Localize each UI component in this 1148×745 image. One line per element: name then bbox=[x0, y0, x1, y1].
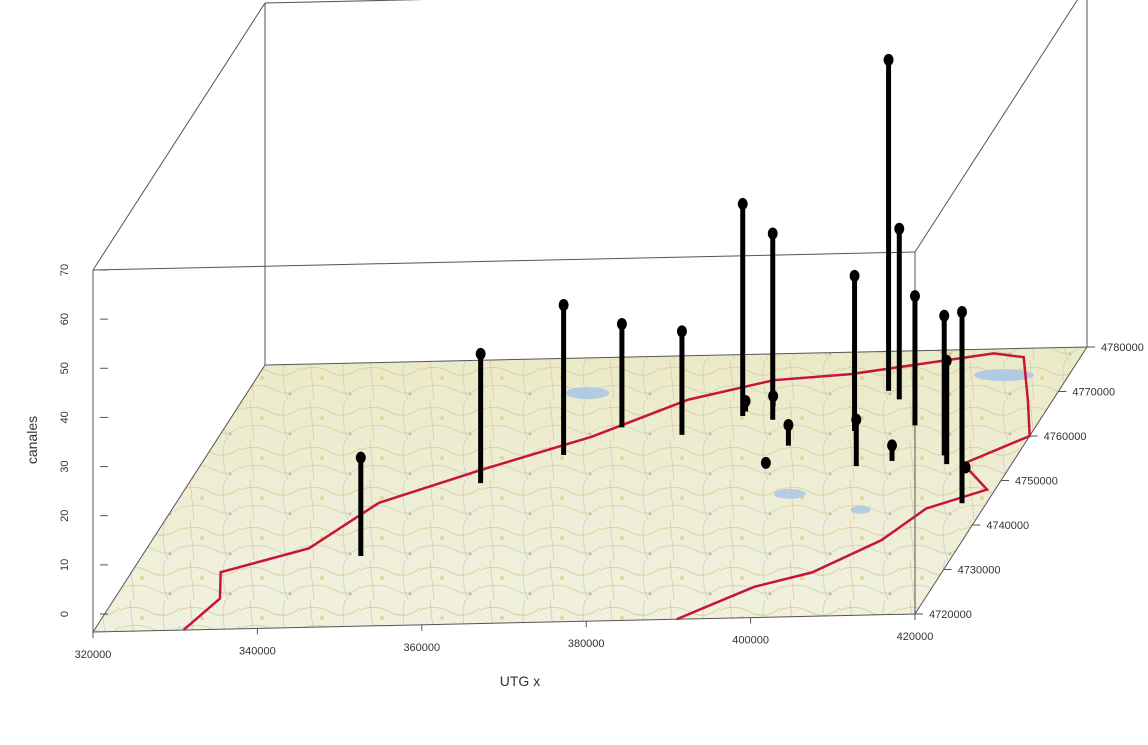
data-point bbox=[939, 309, 950, 322]
z-tick-label: 50 bbox=[59, 362, 71, 374]
map-boundary-line bbox=[182, 352, 1031, 631]
z-tick-label: 0 bbox=[59, 611, 71, 617]
y-tick-label: 4780000 bbox=[1101, 342, 1144, 354]
z-tick-label: 70 bbox=[59, 264, 71, 276]
y-tick-label: 4740000 bbox=[986, 520, 1029, 532]
y-tick-label: 4760000 bbox=[1044, 431, 1087, 443]
map-lake bbox=[565, 387, 610, 400]
box-edge bbox=[264, 346, 1088, 366]
data-point bbox=[909, 290, 920, 303]
box-edge bbox=[92, 613, 916, 633]
x-tick-label: 400000 bbox=[732, 635, 769, 647]
data-stems bbox=[355, 53, 971, 556]
data-point bbox=[851, 413, 862, 426]
data-point bbox=[783, 418, 794, 431]
data-point bbox=[883, 53, 894, 66]
box-edge bbox=[92, 364, 266, 633]
data-point bbox=[475, 347, 486, 360]
box-edge bbox=[92, 251, 916, 271]
axis-ticks: 320000 340000 360000 380000 400000 420000 4720… bbox=[59, 264, 1144, 661]
data-point bbox=[355, 451, 366, 464]
box-edge bbox=[92, 2, 266, 271]
data-point bbox=[849, 269, 860, 282]
z-tick-label: 20 bbox=[59, 510, 71, 522]
z-axis-title: canales bbox=[24, 416, 40, 464]
y-tick-label: 4750000 bbox=[1015, 476, 1058, 488]
x-axis-title: UTG x bbox=[500, 673, 540, 689]
box-edge bbox=[264, 0, 425, 4]
data-point bbox=[760, 456, 771, 469]
y-tick-label: 4770000 bbox=[1072, 387, 1115, 399]
x-tick-label: 340000 bbox=[239, 645, 276, 657]
z-tick-label: 10 bbox=[59, 559, 71, 571]
base-map bbox=[93, 347, 1087, 632]
x-tick-label: 360000 bbox=[403, 642, 440, 654]
box-edge bbox=[914, 0, 1078, 253]
data-point bbox=[894, 222, 905, 235]
y-tick-label: 4720000 bbox=[929, 609, 972, 621]
z-tick-label: 40 bbox=[59, 411, 71, 423]
data-point bbox=[616, 317, 627, 330]
data-point bbox=[941, 354, 952, 367]
data-point bbox=[558, 299, 569, 312]
z-tick-label: 60 bbox=[59, 313, 71, 325]
x-tick-label: 380000 bbox=[568, 638, 605, 650]
data-point bbox=[887, 439, 898, 452]
data-point bbox=[957, 305, 968, 318]
bounding-box bbox=[92, 0, 1088, 633]
map-lake bbox=[974, 369, 1035, 382]
x-tick-label: 420000 bbox=[897, 631, 934, 643]
data-point bbox=[737, 197, 748, 210]
map-lake bbox=[773, 488, 806, 499]
map-lake bbox=[850, 505, 871, 514]
x-tick-label: 320000 bbox=[75, 649, 112, 661]
data-point bbox=[676, 325, 687, 338]
y-tick-label: 4730000 bbox=[958, 565, 1001, 577]
axis-titles: UTG x canales bbox=[24, 416, 540, 689]
z-tick-label: 30 bbox=[59, 460, 71, 472]
data-point bbox=[767, 227, 778, 240]
